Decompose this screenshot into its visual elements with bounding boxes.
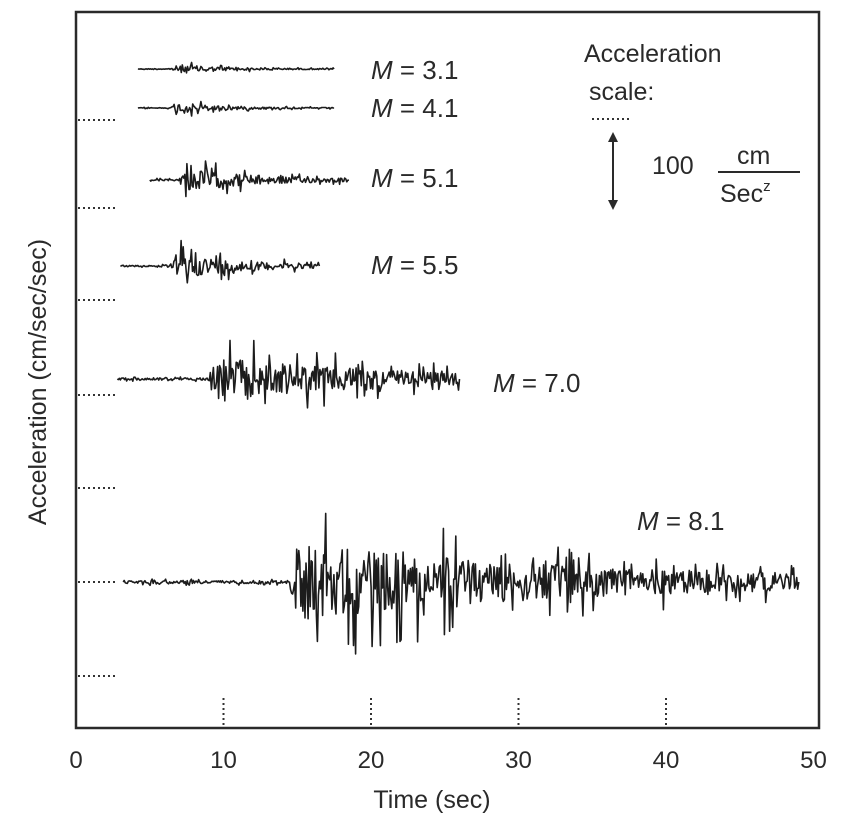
x-axis-title: Time (sec) (373, 786, 490, 814)
seismogram-trace (122, 512, 800, 655)
scale-double-arrow-icon (608, 132, 618, 210)
x-tick-label: 40 (653, 747, 680, 774)
x-tick-label: 20 (358, 747, 385, 774)
magnitude-labels: M = 3.1M = 4.1M = 5.1M = 5.5M = 7.0M = 8… (371, 55, 724, 536)
seismogram-traces (116, 61, 800, 655)
x-tick-label: 30 (505, 747, 532, 774)
magnitude-label: M = 4.1 (371, 93, 458, 123)
magnitude-label: M = 3.1 (371, 55, 458, 85)
scale-title-line1: Acceleration (584, 40, 722, 68)
seismogram-trace (116, 339, 461, 409)
scale-unit-numerator: cm (737, 142, 770, 170)
magnitude-symbol: M (493, 368, 515, 398)
x-tick-label: 0 (69, 747, 82, 774)
magnitude-value: = 5.1 (393, 163, 459, 193)
y-axis-title: Acceleration (cm/sec/sec) (24, 239, 52, 525)
magnitude-symbol: M (371, 163, 393, 193)
plot-frame (74, 10, 821, 730)
acceleration-scale: Acceleration scale: 100 cm Secz (584, 40, 800, 210)
x-axis-ticks (222, 698, 667, 727)
baseline-ticks (78, 119, 116, 677)
magnitude-symbol: M (371, 55, 393, 85)
scale-title-line2: scale: (589, 78, 654, 106)
magnitude-symbol: M (371, 250, 393, 280)
magnitude-label: M = 8.1 (637, 506, 724, 536)
magnitude-label: M = 7.0 (493, 368, 580, 398)
magnitude-label: M = 5.1 (371, 163, 458, 193)
x-axis-tick-labels: 0 10 20 30 40 50 (69, 747, 827, 774)
scale-unit-exponent: z (763, 178, 771, 195)
magnitude-value: = 5.5 (393, 250, 459, 280)
scale-value: 100 (652, 152, 694, 180)
scale-unit-denominator: Secz (720, 178, 771, 208)
magnitude-symbol: M (637, 506, 659, 536)
magnitude-value: = 8.1 (659, 506, 725, 536)
magnitude-value: = 7.0 (515, 368, 581, 398)
magnitude-label: M = 5.5 (371, 250, 458, 280)
seismogram-trace (120, 239, 321, 284)
seismogram-trace (149, 160, 350, 198)
x-tick-label: 10 (210, 747, 237, 774)
seismogram-trace (137, 100, 335, 117)
magnitude-symbol: M (371, 93, 393, 123)
seismogram-trace (137, 61, 335, 74)
magnitude-value: = 3.1 (393, 55, 459, 85)
magnitude-value: = 4.1 (393, 93, 459, 123)
x-tick-label: 50 (800, 747, 827, 774)
